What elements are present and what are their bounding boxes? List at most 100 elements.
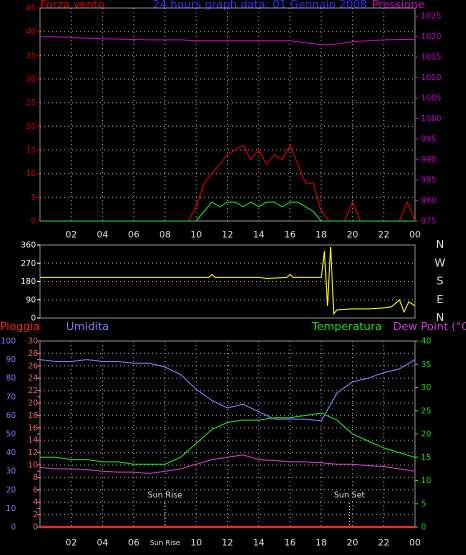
x-tick-label: 18 bbox=[316, 539, 328, 549]
x-tick-label: 20 bbox=[347, 539, 359, 549]
y-tick-label: 40 bbox=[26, 27, 36, 36]
axis-title: Forza vento bbox=[40, 0, 105, 11]
y-tick-label: 25 bbox=[26, 98, 36, 107]
series-line bbox=[40, 412, 416, 465]
y-tick-label: 20 bbox=[6, 485, 16, 494]
y-tick-label: 1020 bbox=[421, 32, 441, 41]
x-tick-label: 16 bbox=[284, 539, 296, 549]
y-tick-label: 45 bbox=[26, 4, 36, 13]
y-tick-label: 30 bbox=[6, 467, 16, 476]
y-tick-label: 100 bbox=[1, 337, 16, 346]
x-tick-label: 18 bbox=[316, 231, 328, 241]
y-tick-label: 20 bbox=[28, 399, 38, 408]
axis-title: Pioggia bbox=[0, 320, 40, 333]
axis-title: Umidita bbox=[66, 320, 109, 333]
x-tick-label: 14 bbox=[253, 539, 265, 549]
y-tick-label: 12 bbox=[28, 448, 38, 457]
annotation: Sun Set bbox=[334, 491, 365, 500]
x-tick-label: 02 bbox=[66, 539, 77, 549]
x-tick-label: 02 bbox=[66, 231, 77, 241]
y-tick-label: 10 bbox=[421, 476, 431, 485]
y-tick-label: 35 bbox=[421, 360, 431, 369]
y-tick-label: 5 bbox=[31, 193, 36, 202]
series-line bbox=[40, 36, 415, 46]
y-tick-label: 70 bbox=[6, 392, 16, 401]
y-tick-label: 0 bbox=[33, 523, 38, 532]
x-tick-label: 22 bbox=[378, 539, 389, 549]
y-tick-label: 980 bbox=[421, 196, 436, 205]
y-tick-label: 30 bbox=[26, 75, 36, 84]
y-tick-label: 90 bbox=[26, 295, 36, 304]
y-tick-label: 80 bbox=[6, 374, 16, 383]
series-line bbox=[39, 359, 416, 422]
y-tick-label: 975 bbox=[421, 217, 436, 226]
axis-title: Temperatura bbox=[311, 320, 382, 333]
x-tick-label: 22 bbox=[378, 231, 389, 241]
y-tick-label: 20 bbox=[26, 122, 36, 131]
compass-label: N bbox=[436, 238, 444, 251]
axis-title: Dew Point (°C) bbox=[393, 320, 466, 333]
annotation: Sun Rise bbox=[148, 491, 183, 500]
chart-title: 24 hours graph data: 01 Gennaio 2008 bbox=[153, 0, 367, 11]
x-tick-label: 10 bbox=[191, 539, 203, 549]
series-line bbox=[40, 201, 415, 222]
x-tick-label: 00 bbox=[409, 231, 421, 241]
x-tick-label: 20 bbox=[347, 231, 359, 241]
y-tick-label: 60 bbox=[6, 411, 16, 420]
y-tick-label: 35 bbox=[26, 51, 36, 60]
y-tick-label: 1010 bbox=[421, 73, 441, 82]
y-tick-label: 1005 bbox=[421, 94, 441, 103]
y-tick-label: 995 bbox=[421, 135, 436, 144]
y-tick-label: 90 bbox=[6, 355, 16, 364]
y-tick-label: 26 bbox=[28, 361, 38, 370]
axis-title: Pressione bbox=[372, 0, 425, 11]
y-tick-label: 5 bbox=[421, 499, 426, 508]
y-tick-label: 360 bbox=[21, 241, 36, 250]
y-tick-label: 15 bbox=[421, 453, 431, 462]
y-tick-label: 30 bbox=[28, 337, 38, 346]
x-tick-label: 04 bbox=[97, 539, 109, 549]
y-tick-label: 0 bbox=[11, 523, 16, 532]
y-tick-label: 4 bbox=[33, 498, 38, 507]
y-tick-label: 10 bbox=[26, 169, 36, 178]
y-tick-label: 10 bbox=[28, 461, 38, 470]
x-tick-label: 16 bbox=[284, 231, 296, 241]
y-tick-label: 50 bbox=[6, 430, 16, 439]
y-tick-label: 270 bbox=[21, 259, 36, 268]
y-tick-label: 985 bbox=[421, 176, 436, 185]
y-tick-label: 1015 bbox=[421, 53, 441, 62]
y-tick-label: 40 bbox=[421, 337, 431, 346]
x-tick-label: 12 bbox=[222, 231, 233, 241]
series-line bbox=[39, 454, 416, 475]
x-tick-label: 06 bbox=[128, 539, 140, 549]
y-tick-label: 18 bbox=[28, 411, 38, 420]
y-tick-label: 20 bbox=[421, 430, 431, 439]
series-line bbox=[40, 246, 416, 316]
x-tick-label: 14 bbox=[253, 231, 265, 241]
compass-label: E bbox=[437, 293, 444, 306]
x-tick-label: 10 bbox=[191, 231, 203, 241]
x-tick-label: 04 bbox=[97, 231, 109, 241]
y-tick-label: 25 bbox=[421, 406, 431, 415]
y-tick-label: 40 bbox=[6, 448, 16, 457]
compass-label: W bbox=[435, 256, 446, 269]
y-tick-label: 22 bbox=[28, 386, 38, 395]
y-tick-label: 6 bbox=[33, 485, 38, 494]
y-tick-label: 14 bbox=[28, 436, 38, 445]
x-tick-label: 12 bbox=[222, 539, 233, 549]
y-tick-label: 15 bbox=[26, 146, 36, 155]
y-tick-label: 1000 bbox=[421, 114, 441, 123]
y-tick-label: 30 bbox=[421, 383, 431, 392]
compass-label: S bbox=[437, 275, 444, 288]
x-tick-label: Sun Rise bbox=[150, 539, 180, 547]
y-tick-label: 28 bbox=[28, 349, 38, 358]
y-tick-label: 180 bbox=[21, 277, 36, 286]
y-tick-label: 8 bbox=[33, 473, 38, 482]
x-tick-label: 00 bbox=[409, 539, 421, 549]
y-tick-label: 16 bbox=[28, 423, 38, 432]
y-tick-label: 0 bbox=[421, 523, 426, 532]
compass-label: N bbox=[436, 311, 444, 324]
y-tick-label: 0 bbox=[31, 217, 36, 226]
